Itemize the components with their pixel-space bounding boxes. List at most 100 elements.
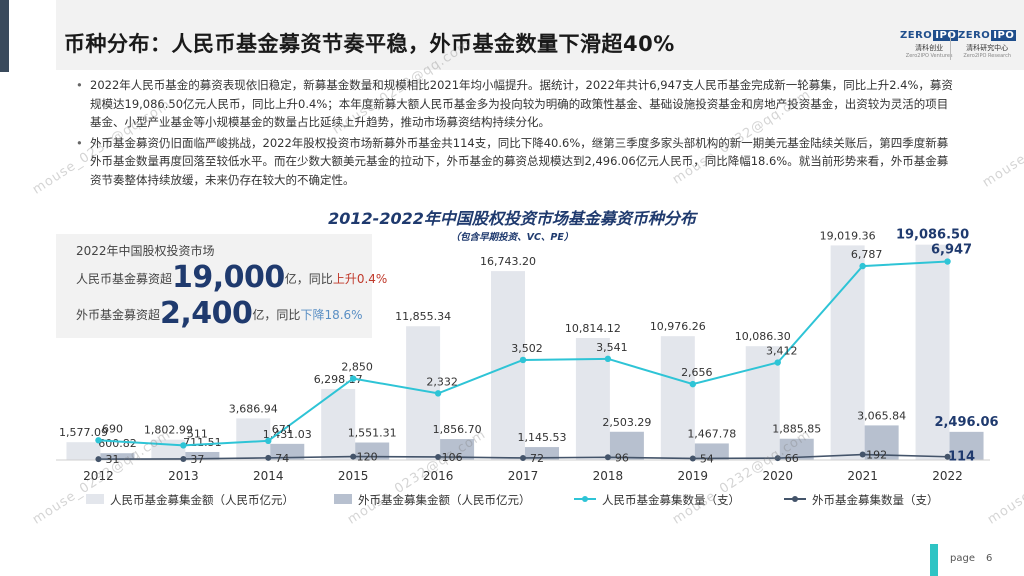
summary-fx-prefix: 外币基金募资超 xyxy=(76,308,161,322)
left-accent-bar xyxy=(0,0,9,72)
x-tick-label: 2019 xyxy=(678,469,709,483)
logo-brand-text: ZERO xyxy=(958,30,991,41)
fx-count-label: 114 xyxy=(948,450,975,465)
legend-rmb-count-marker xyxy=(582,496,588,502)
fx-amount-label: 2,496.06 xyxy=(934,415,998,430)
fx-count-point xyxy=(350,453,357,460)
summary-rmb-line: 人民币基金募资超19,000亿，同比上升0.4% xyxy=(76,260,387,295)
fx-amount-label: 3,065.84 xyxy=(857,409,906,422)
fx-count-label: 192 xyxy=(866,449,887,462)
summary-box: 2022年中国股权投资市场 人民币基金募资超19,000亿，同比上升0.4% 外… xyxy=(56,234,387,338)
x-tick-label: 2014 xyxy=(253,469,284,483)
x-tick-label: 2013 xyxy=(168,469,199,483)
rmb-amount-label: 19,019.36 xyxy=(820,229,876,242)
bullet-list: 2022年人民币基金的募资表现依旧稳定，新募基金数量和规模相比2021年均小幅提… xyxy=(76,76,956,191)
logo-en-text: Zero2IPO Ventures xyxy=(905,53,953,59)
page-number: 6 xyxy=(986,553,993,564)
x-tick-label: 2018 xyxy=(593,469,624,483)
summary-fx-amount: 2,400 xyxy=(160,296,253,331)
rmb-amount-label: 3,686.94 xyxy=(229,402,278,415)
fx-count-label: 96 xyxy=(615,451,629,464)
fx-count-label: 31 xyxy=(105,453,119,466)
rmb-amount-bar xyxy=(321,388,356,460)
fx-count-point xyxy=(95,456,102,463)
summary-rmb-prefix: 人民币基金募资超 xyxy=(76,272,173,286)
rmb-count-label: 2,850 xyxy=(341,361,373,374)
legend-rmb-amount-label: 人民币基金募集金额（人民币亿元） xyxy=(110,493,294,507)
fx-count-point xyxy=(265,454,272,461)
fx-amount-bar xyxy=(694,443,729,460)
x-tick-label: 2022 xyxy=(932,469,963,483)
rmb-count-label: 2,332 xyxy=(426,375,458,388)
rmb-count-point xyxy=(434,390,442,397)
fx-count-label: 74 xyxy=(275,452,289,465)
rmb-count-label: 511 xyxy=(187,427,208,440)
logo-brand-text: ZERO xyxy=(900,30,933,41)
rmb-count-point xyxy=(519,356,527,364)
legend-fx-count-label: 外币基金募集数量（支） xyxy=(812,493,939,507)
fx-amount-bar xyxy=(779,438,814,460)
rmb-amount-label: 11,855.34 xyxy=(395,310,451,323)
rmb-count-label: 3,502 xyxy=(511,342,543,355)
fx-count-point xyxy=(859,451,866,458)
rmb-amount-bar xyxy=(745,346,780,460)
bullet-fx: 外币基金募资仍旧面临严峻挑战，2022年股权投资市场新募外币基金共114支，同比… xyxy=(76,134,956,190)
fx-count-point xyxy=(520,454,526,461)
fx-count-point xyxy=(604,454,611,461)
rmb-count-label: 3,412 xyxy=(766,345,798,358)
rmb-amount-label: 10,814.12 xyxy=(565,322,621,335)
rmb-amount-label: 1,577.09 xyxy=(59,426,108,439)
rmb-amount-bar xyxy=(660,336,695,460)
rmb-amount-label: 1,802.99 xyxy=(144,424,193,437)
page-title: 币种分布：人民币基金募资节奏平稳，外币基金数量下滑超40% xyxy=(64,32,675,56)
page-label: page xyxy=(950,553,975,564)
legend-fx-amount-label: 外币基金募集金额（人民币亿元） xyxy=(358,493,531,507)
rmb-amount-label: 10,086.30 xyxy=(735,330,791,343)
logo-divider xyxy=(950,32,951,60)
fx-count-point xyxy=(435,453,442,460)
rmb-count-label: 6,787 xyxy=(851,248,883,261)
x-tick-label: 2017 xyxy=(508,469,539,483)
legend-rmb-count-label: 人民币基金募集数量（支） xyxy=(602,493,740,507)
rmb-count-point xyxy=(180,442,187,449)
logo-ipo-text: IPO xyxy=(933,30,959,41)
rmb-amount-label: 16,743.20 xyxy=(480,255,536,268)
fx-count-label: 66 xyxy=(785,452,799,465)
fx-amount-label: 1,145.53 xyxy=(518,431,567,444)
rmb-count-label: 2,656 xyxy=(681,366,713,379)
rmb-count-label: 671 xyxy=(272,423,293,436)
bullet-rmb: 2022年人民币基金的募资表现依旧稳定，新募基金数量和规模相比2021年均小幅提… xyxy=(76,76,956,132)
summary-heading: 2022年中国股权投资市场 xyxy=(76,244,215,258)
logo-en-text: Zero2IPO Research xyxy=(963,53,1011,59)
logo-ipo-text: IPO xyxy=(991,30,1017,41)
fx-count-label: 37 xyxy=(190,453,204,466)
rmb-count-point xyxy=(944,258,951,265)
fx-amount-bar xyxy=(355,442,390,460)
fx-count-point xyxy=(944,453,951,460)
title-band xyxy=(56,0,1024,70)
fx-amount-bar xyxy=(525,447,559,460)
fx-count-label: 72 xyxy=(530,452,544,465)
rmb-amount-bar xyxy=(830,245,865,460)
summary-fx-unit: 亿，同比 xyxy=(252,308,301,322)
fx-amount-label: 1,856.70 xyxy=(433,423,482,436)
rmb-amount-bar xyxy=(66,442,101,460)
fx-amount-label: 2,503.29 xyxy=(602,416,651,429)
rmb-count-point xyxy=(859,262,866,270)
rmb-count-label: 6,947 xyxy=(931,243,972,258)
rmb-count-point xyxy=(604,355,612,363)
fx-amount-label: 1,551.31 xyxy=(348,426,397,439)
legend-rmb-amount-swatch xyxy=(86,494,104,504)
rmb-count-point xyxy=(349,375,357,382)
fx-amount-bar xyxy=(100,453,135,460)
rmb-count-point xyxy=(774,359,781,366)
fx-amount-bar xyxy=(440,439,475,460)
rmb-count-point xyxy=(689,380,697,388)
fx-amount-label: 1,885.85 xyxy=(772,423,821,436)
legend-fx-amount-swatch xyxy=(334,494,352,504)
rmb-amount-bar xyxy=(236,418,271,460)
summary-rmb-change: 上升0.4% xyxy=(332,272,388,286)
chart-title: 2012-2022年中国股权投资市场基金募资币种分布 xyxy=(328,209,696,228)
fx-count-label: 120 xyxy=(357,451,378,464)
